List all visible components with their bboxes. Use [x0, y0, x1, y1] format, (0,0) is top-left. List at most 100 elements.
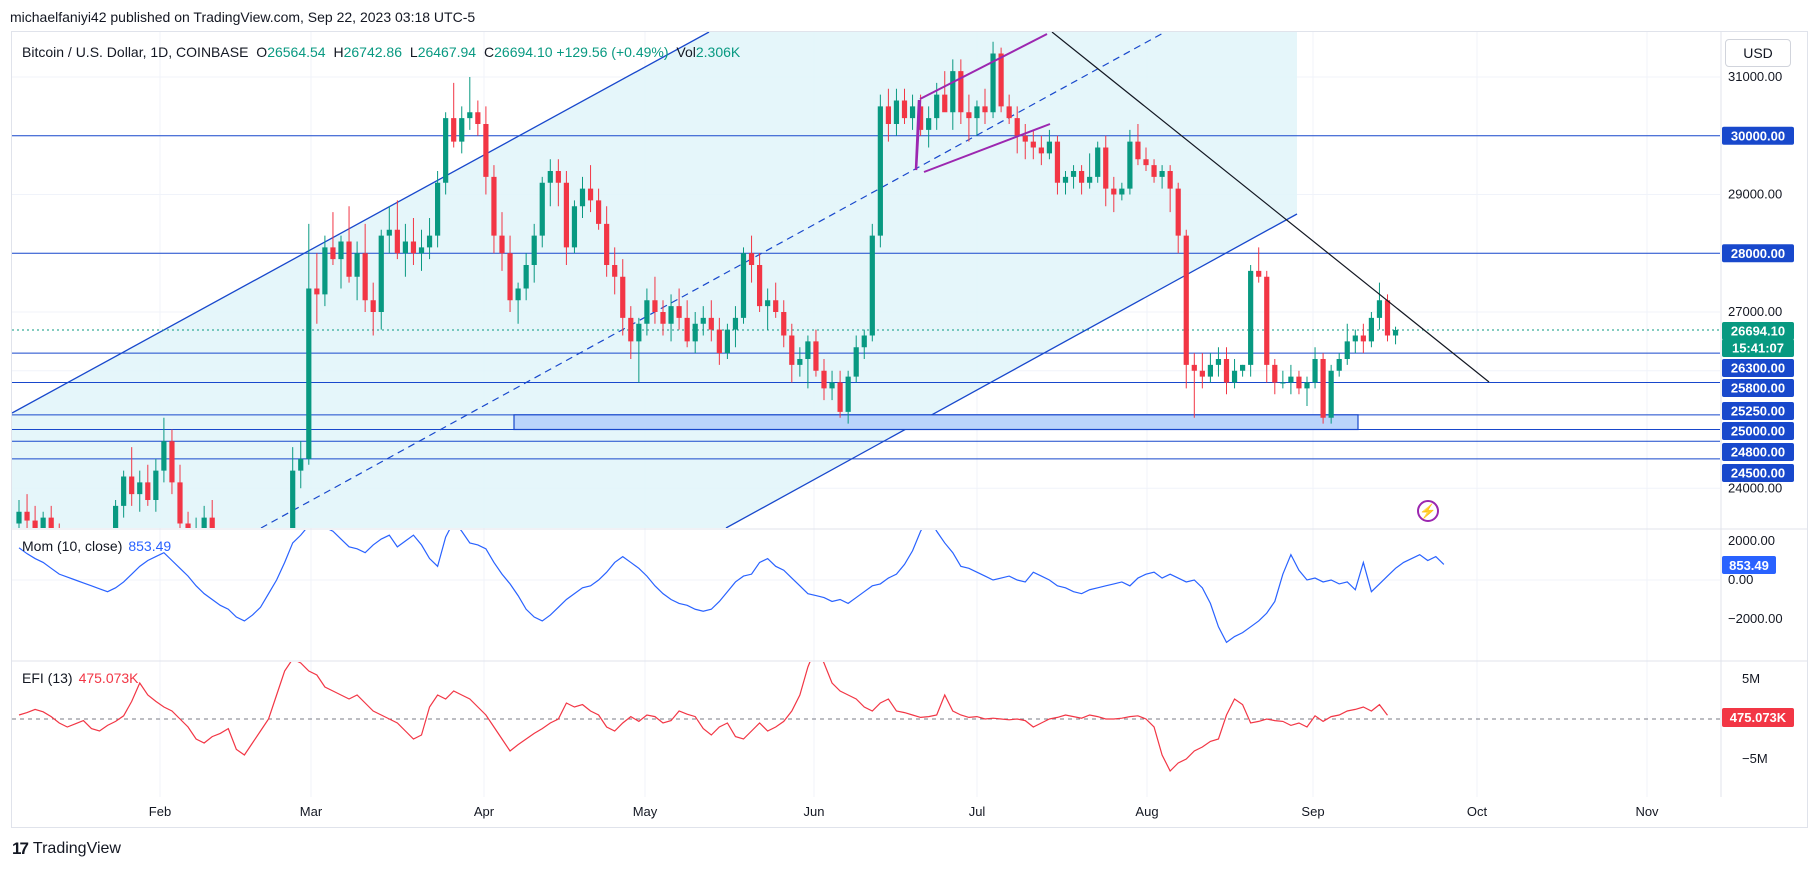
countdown-badge: 15:41:07 [1732, 341, 1784, 356]
candle-body [797, 359, 803, 365]
candle-body [194, 529, 199, 535]
candle-body [48, 517, 54, 528]
candle-body [1320, 359, 1326, 418]
candle-body [346, 241, 352, 277]
candle-body [837, 382, 843, 412]
candle-body [982, 106, 988, 113]
candle-body [1095, 147, 1101, 177]
candle-body [652, 300, 658, 312]
candle-body [539, 182, 545, 236]
candle-body [338, 241, 344, 260]
candle-body [177, 482, 183, 524]
candle-body [1006, 106, 1012, 119]
candle-body [604, 223, 610, 265]
low-value: 26467.94 [417, 44, 477, 60]
candle-body [1240, 364, 1246, 371]
candle-body [1167, 171, 1173, 189]
candle-body [451, 118, 457, 142]
candle-body [571, 206, 578, 248]
candle-body [1231, 370, 1238, 383]
candle-body [435, 182, 441, 236]
candle-body [1256, 270, 1262, 277]
candle-body [306, 288, 312, 459]
candle-body [547, 171, 553, 183]
candle-body [250, 600, 255, 612]
level-badge: 26300.00 [1731, 361, 1785, 376]
efi-value-badge: 475.073K [1730, 710, 1787, 725]
time-label: Jul [969, 804, 986, 819]
candle-body [1207, 364, 1213, 377]
candle-body [1038, 147, 1044, 154]
efi-label: EFI (13) 475.073K [22, 670, 139, 686]
candle-body [1135, 141, 1141, 160]
candle-body [226, 571, 231, 589]
candle-body [145, 482, 151, 500]
candle-body [813, 341, 819, 371]
candle-body [620, 276, 626, 318]
candle-body [853, 347, 859, 377]
flag-lower-line [923, 123, 1051, 173]
efi-line [18, 662, 1388, 773]
candle-body [660, 312, 666, 324]
candle-body [1111, 188, 1117, 195]
countdown-badge-bg [1722, 339, 1794, 357]
time-label: May [633, 804, 658, 819]
candle-body [966, 112, 972, 119]
candle-body [137, 482, 143, 495]
candle-body [974, 106, 980, 119]
efi-value: 475.073K [78, 670, 139, 686]
price-tick-label: 27000.00 [1728, 304, 1782, 319]
change-value: +129.56 (+0.49%) [556, 44, 669, 60]
lightning-icon[interactable]: ⚡ [1417, 500, 1439, 522]
price-tick-label: 31000.00 [1728, 69, 1782, 84]
candle-body [1360, 335, 1366, 342]
symbol-title: Bitcoin / U.S. Dollar, 1D, COINBASE [22, 44, 249, 60]
trend-overlays [914, 32, 1490, 383]
volume-value: 2.306K [695, 44, 741, 60]
candle-body [1151, 165, 1157, 177]
candle-body [732, 317, 739, 330]
candle-body [676, 306, 682, 318]
candle-body [1070, 171, 1077, 177]
chart-frame [11, 31, 1808, 828]
candle-body [700, 317, 706, 324]
candle-body [1368, 317, 1374, 342]
candle-body [531, 235, 537, 265]
candle-body [386, 229, 392, 236]
candle-body [1199, 370, 1205, 377]
level-badge: 28000.00 [1731, 246, 1785, 261]
price-tick-label: 24000.00 [1728, 480, 1782, 495]
candle-body [499, 235, 505, 254]
candle-body [781, 312, 787, 336]
level-badge: 24800.00 [1731, 445, 1785, 460]
candle-body [153, 470, 159, 500]
level-badge-bg [1722, 422, 1794, 440]
currency-selector[interactable]: USD [1725, 39, 1791, 67]
level-badge-bg [1722, 359, 1794, 377]
candle-body [942, 94, 948, 113]
candle-body [740, 253, 747, 318]
candle-body [314, 288, 320, 295]
candle-body [668, 306, 674, 324]
open-value: 26564.54 [267, 44, 326, 60]
level-badge-bg [1722, 443, 1794, 461]
candle-body [378, 235, 384, 312]
candle-body [258, 612, 263, 706]
last-price-badge-bg [1722, 322, 1794, 340]
candle-body [1079, 171, 1085, 183]
descending-trendline [1051, 32, 1490, 383]
candle-body [330, 247, 336, 260]
candle-body [507, 253, 513, 301]
candle-body [1272, 364, 1278, 383]
footer-brand[interactable]: 17 TradingView [12, 839, 121, 858]
candle-body [990, 53, 996, 113]
candle-body [821, 370, 827, 389]
momentum-value: 853.49 [128, 538, 172, 554]
candle-body [298, 458, 304, 471]
candle-body [1248, 270, 1254, 365]
channel-upper-line [12, 32, 710, 414]
level-badge-bg [1722, 379, 1794, 397]
candle-body [354, 253, 360, 277]
candle-body [1175, 188, 1181, 236]
